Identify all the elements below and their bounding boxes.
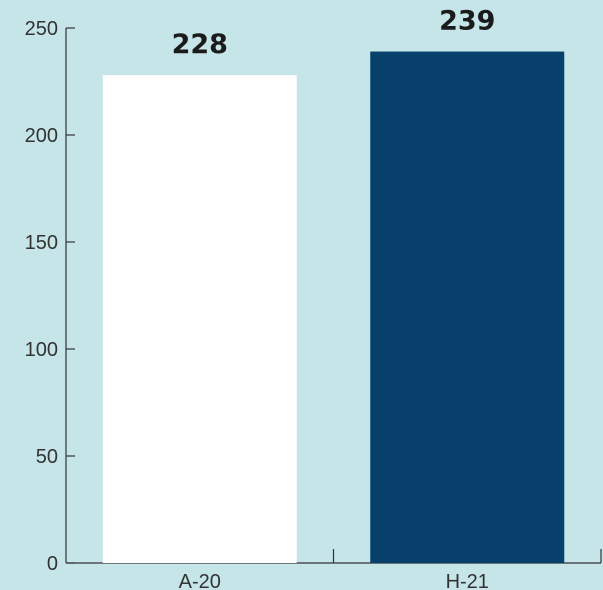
x-tick-label: H-21 — [446, 571, 489, 590]
data-label: 239 — [439, 6, 495, 37]
y-tick-label: 100 — [25, 339, 58, 361]
data-label: 228 — [172, 29, 228, 60]
x-tick-label: A-20 — [179, 571, 221, 590]
bars — [102, 51, 565, 563]
y-tick-label: 200 — [25, 125, 58, 147]
bar-a-20 — [102, 75, 297, 563]
bar-h-21 — [370, 51, 565, 563]
value-labels: 228 239 — [172, 6, 496, 61]
y-axis: 0 50 100 150 200 250 — [25, 18, 75, 575]
y-tick-label: 0 — [47, 553, 58, 575]
y-tick-label: 250 — [25, 18, 58, 40]
y-tick-label: 150 — [25, 232, 58, 254]
y-tick-label: 50 — [36, 446, 58, 468]
